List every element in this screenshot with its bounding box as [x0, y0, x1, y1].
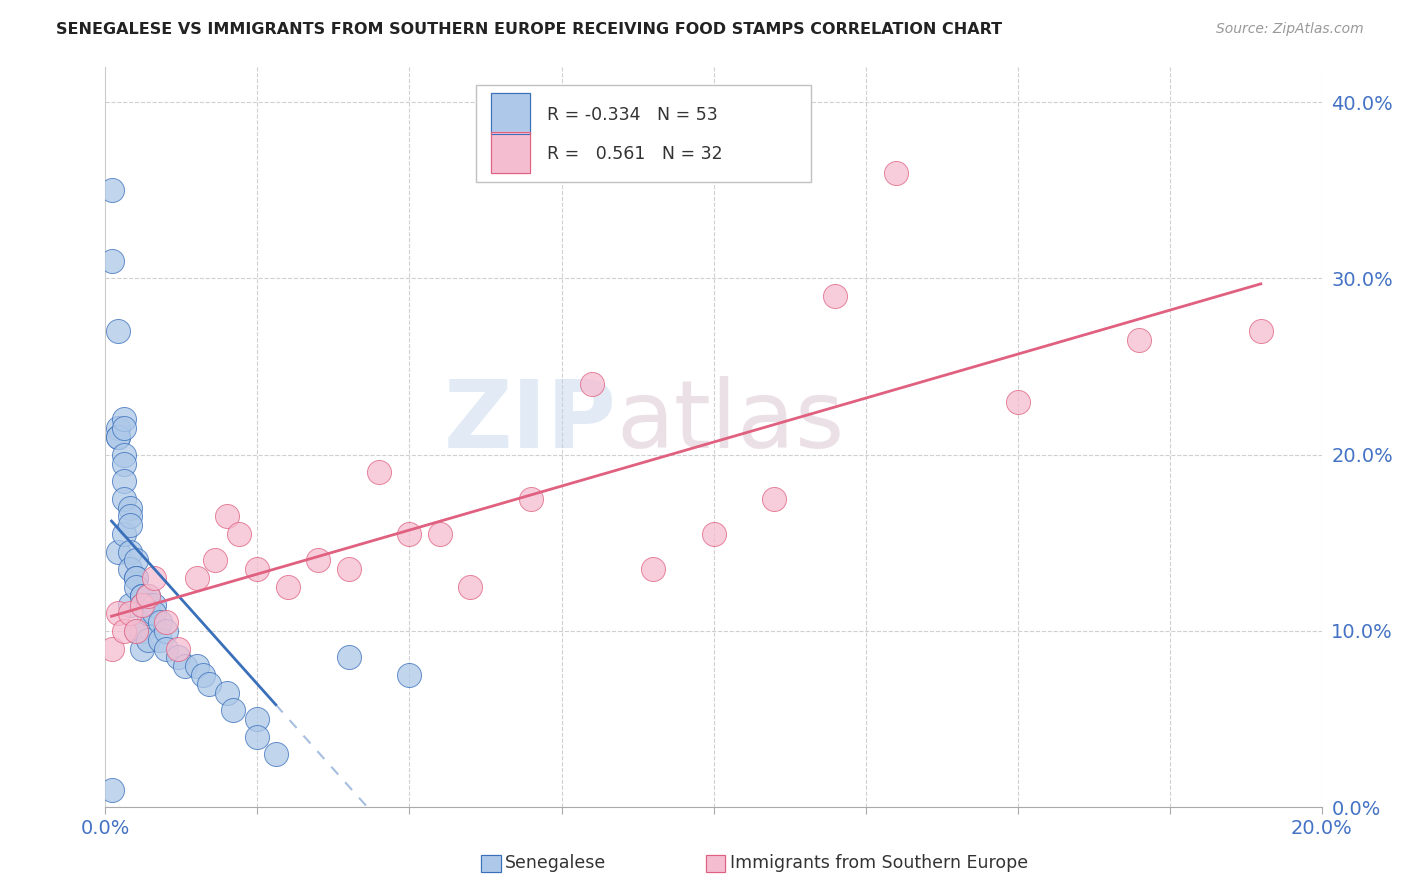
Point	[100, 782, 122, 797]
Point	[198, 677, 221, 691]
Point	[368, 466, 391, 480]
Point	[112, 421, 135, 435]
Point	[458, 580, 481, 594]
Point	[217, 509, 239, 524]
Text: SENEGALESE VS IMMIGRANTS FROM SOUTHERN EUROPE RECEIVING FOOD STAMPS CORRELATION : SENEGALESE VS IMMIGRANTS FROM SOUTHERN E…	[56, 22, 1002, 37]
Point	[118, 562, 141, 576]
Point	[125, 553, 148, 567]
Point	[398, 668, 420, 682]
Point	[520, 491, 543, 506]
Bar	[491, 132, 530, 173]
Point	[155, 615, 177, 630]
Point	[149, 615, 172, 630]
Bar	[491, 93, 530, 134]
Point	[581, 377, 603, 392]
Point	[112, 474, 135, 488]
Point	[884, 166, 907, 180]
Point	[1128, 333, 1150, 347]
Point	[112, 412, 135, 426]
Point	[264, 747, 287, 762]
Point	[131, 589, 153, 603]
Point	[824, 289, 846, 303]
FancyBboxPatch shape	[477, 86, 811, 182]
Point	[112, 457, 135, 471]
Point	[136, 607, 159, 621]
Point	[107, 324, 129, 338]
Point	[173, 659, 195, 673]
Point	[398, 527, 420, 541]
Text: Immigrants from Southern Europe: Immigrants from Southern Europe	[730, 855, 1028, 872]
Text: atlas: atlas	[616, 376, 845, 468]
Point	[143, 607, 166, 621]
Text: R = -0.334   N = 53: R = -0.334 N = 53	[547, 106, 717, 124]
Point	[246, 712, 269, 726]
Point	[107, 421, 129, 435]
Point	[702, 527, 725, 541]
Point	[107, 430, 129, 444]
Point	[112, 491, 135, 506]
Point	[125, 580, 148, 594]
Point	[131, 589, 153, 603]
Point	[107, 607, 129, 621]
Point	[143, 598, 166, 612]
Point	[112, 527, 135, 541]
Point	[118, 544, 141, 558]
Point	[136, 598, 159, 612]
Point	[118, 500, 141, 515]
Point	[125, 571, 148, 585]
Point	[125, 571, 148, 585]
Point	[125, 624, 148, 638]
Point	[307, 553, 329, 567]
Point	[118, 509, 141, 524]
Point	[155, 641, 177, 656]
Point	[155, 624, 177, 638]
Point	[186, 659, 208, 673]
Point	[107, 430, 129, 444]
Point	[131, 641, 153, 656]
Point	[246, 730, 269, 744]
Point	[191, 668, 214, 682]
Point	[246, 562, 269, 576]
Point	[228, 527, 250, 541]
Point	[1007, 394, 1029, 409]
Point	[204, 553, 226, 567]
Point	[100, 183, 122, 197]
Point	[112, 448, 135, 462]
Bar	[491, 93, 530, 134]
Point	[149, 632, 172, 647]
Point	[429, 527, 451, 541]
Text: Senegalese: Senegalese	[505, 855, 606, 872]
Point	[118, 518, 141, 533]
Point	[118, 607, 141, 621]
Point	[337, 562, 360, 576]
Point	[136, 589, 159, 603]
Text: Source: ZipAtlas.com: Source: ZipAtlas.com	[1216, 22, 1364, 37]
Point	[222, 703, 245, 717]
Point	[112, 624, 135, 638]
Point	[167, 641, 190, 656]
Point	[277, 580, 299, 594]
Point	[143, 571, 166, 585]
Text: R =   0.561   N = 32: R = 0.561 N = 32	[547, 145, 723, 163]
Text: ZIP: ZIP	[443, 376, 616, 468]
Point	[136, 589, 159, 603]
Bar	[491, 132, 530, 173]
Point	[125, 624, 148, 638]
Point	[100, 253, 122, 268]
Point	[763, 491, 786, 506]
Point	[131, 598, 153, 612]
Point	[107, 544, 129, 558]
Point	[217, 686, 239, 700]
Point	[1250, 324, 1272, 338]
Point	[100, 641, 122, 656]
Point	[118, 598, 141, 612]
Point	[641, 562, 664, 576]
Point	[136, 632, 159, 647]
Point	[131, 624, 153, 638]
Point	[186, 571, 208, 585]
Point	[167, 650, 190, 665]
Point	[131, 598, 153, 612]
Point	[337, 650, 360, 665]
